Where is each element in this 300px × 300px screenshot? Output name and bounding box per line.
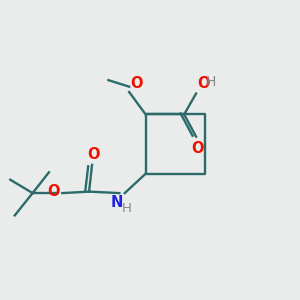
Text: O: O [87, 147, 100, 162]
Text: H: H [206, 75, 216, 89]
Text: O: O [47, 184, 59, 199]
Text: H: H [121, 202, 131, 215]
Text: O: O [131, 76, 143, 91]
Text: N: N [111, 195, 123, 210]
Text: O: O [191, 141, 204, 156]
Text: O: O [198, 76, 210, 91]
